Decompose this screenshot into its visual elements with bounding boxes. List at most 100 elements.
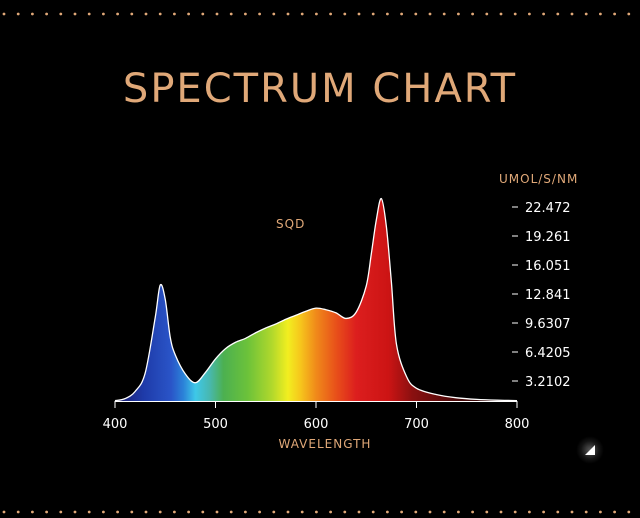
border-dot: [371, 12, 375, 16]
x-tick-label: 400: [103, 417, 128, 432]
border-dot: [187, 12, 191, 16]
border-dot: [471, 12, 474, 16]
border-dot: [201, 12, 205, 16]
border-dot: [87, 12, 91, 16]
resize-corner-icon[interactable]: [576, 436, 604, 464]
border-dot: [442, 12, 446, 16]
x-tick-label: 700: [404, 417, 429, 432]
border-dot: [542, 510, 545, 514]
y-tick-label: 16.051: [525, 259, 571, 274]
border-dot: [570, 12, 574, 16]
y-tick-label: 3.2102: [525, 375, 571, 390]
border-dot: [272, 12, 276, 16]
border-dot: [144, 12, 148, 16]
border-dot: [599, 510, 602, 514]
border-dot: [16, 12, 20, 16]
border-dot: [2, 510, 6, 514]
border-dot: [584, 12, 588, 16]
border-dot: [428, 510, 432, 514]
y-tick-label: 12.841: [525, 288, 571, 303]
border-dot: [102, 510, 105, 514]
border-dot: [87, 510, 91, 514]
border-dot: [31, 12, 34, 16]
border-dot: [229, 510, 233, 514]
border-dot: [300, 510, 304, 514]
border-dot: [2, 12, 6, 16]
border-dot: [627, 12, 631, 16]
y-axis-unit-label: UMOL/S/NM: [499, 172, 579, 186]
series-label: SQD: [276, 217, 306, 231]
border-dot: [357, 12, 361, 16]
border-dot: [215, 12, 219, 16]
border-dot: [300, 12, 304, 16]
border-dot: [457, 510, 460, 514]
border-dot: [173, 12, 176, 16]
y-tick-label: 19.261: [525, 230, 571, 245]
border-dot: [116, 510, 119, 514]
border-dot: [400, 12, 403, 16]
border-dot: [158, 510, 162, 514]
border-dot: [329, 12, 332, 16]
top-dotted-border: [2, 12, 631, 16]
border-dot: [130, 510, 134, 514]
border-dot: [414, 510, 418, 514]
border-dot: [315, 12, 318, 16]
border-dot: [357, 510, 361, 514]
border-dot: [272, 510, 276, 514]
border-dot: [414, 12, 418, 16]
border-dot: [286, 510, 290, 514]
border-dot: [428, 12, 432, 16]
bottom-dotted-border: [2, 510, 631, 514]
border-dot: [144, 510, 148, 514]
border-dot: [499, 510, 503, 514]
y-tick-label: 22.472: [525, 201, 571, 216]
border-dot: [244, 12, 247, 16]
x-tick-label: 500: [203, 417, 228, 432]
border-dot: [457, 12, 460, 16]
chart-title: SPECTRUM CHART: [122, 66, 518, 112]
border-dot: [485, 12, 489, 16]
spectrum-area-fill: [115, 198, 517, 401]
border-dot: [258, 12, 261, 16]
border-dot: [45, 510, 48, 514]
border-dot: [556, 510, 560, 514]
border-dot: [286, 12, 290, 16]
border-dot: [371, 510, 375, 514]
border-dot: [59, 12, 63, 16]
border-dot: [73, 510, 77, 514]
border-dot: [343, 510, 347, 514]
border-dot: [513, 510, 517, 514]
border-dot: [258, 510, 261, 514]
border-dot: [201, 510, 205, 514]
border-dot: [485, 510, 489, 514]
y-tick-label: 6.4205: [525, 346, 571, 361]
border-dot: [102, 12, 105, 16]
border-dot: [528, 12, 531, 16]
border-dot: [542, 12, 545, 16]
border-dot: [31, 510, 34, 514]
border-dot: [499, 12, 503, 16]
spectrum-curve-line: [114, 197, 518, 402]
border-dot: [627, 510, 631, 514]
border-dot: [442, 510, 446, 514]
border-dot: [215, 510, 219, 514]
border-dot: [613, 12, 616, 16]
border-dot: [16, 510, 20, 514]
border-dot: [173, 510, 176, 514]
border-dot: [386, 510, 389, 514]
border-dot: [229, 12, 233, 16]
border-dot: [244, 510, 247, 514]
border-dot: [386, 12, 389, 16]
border-dot: [73, 12, 77, 16]
x-axis-label: WAVELENGTH: [278, 437, 372, 451]
border-dot: [158, 12, 162, 16]
y-tick-label: 9.6307: [525, 317, 571, 332]
border-dot: [400, 510, 403, 514]
border-dot: [315, 510, 318, 514]
border-dot: [513, 12, 517, 16]
border-dot: [45, 12, 48, 16]
border-dot: [570, 510, 574, 514]
border-dot: [528, 510, 531, 514]
